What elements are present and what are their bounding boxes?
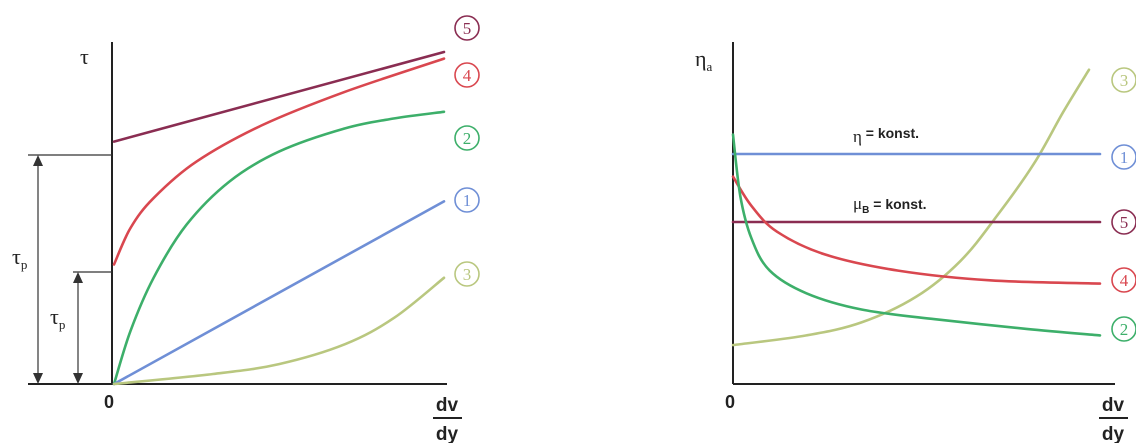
yield-stress-label-upper: τp xyxy=(12,244,27,272)
right-series-marker-label-3: 3 xyxy=(1120,71,1129,90)
left-series-line-4 xyxy=(112,57,446,266)
right-series-marker-4: 4 xyxy=(1111,267,1136,293)
left-series-line-5 xyxy=(112,50,446,143)
left-series-marker-3: 3 xyxy=(454,261,480,287)
left-series-marker-label-4: 4 xyxy=(463,66,472,85)
left-series-markers: 5 4 2 1 3 xyxy=(454,15,480,287)
right-series-marker-5: 5 xyxy=(1111,209,1136,235)
right-series-line-2 xyxy=(731,133,1102,337)
right-x-axis-label-denominator: dy xyxy=(1102,424,1125,443)
left-series-marker-4: 4 xyxy=(454,62,480,88)
right-series-marker-label-1: 1 xyxy=(1120,148,1129,167)
left-series-marker-label-5: 5 xyxy=(463,19,472,38)
left-series-marker-label-3: 3 xyxy=(463,265,472,284)
right-series-group xyxy=(731,68,1102,347)
left-series-marker-label-1: 1 xyxy=(463,191,472,210)
right-series-line-3 xyxy=(731,68,1091,347)
right-series-marker-3: 3 xyxy=(1111,67,1136,93)
left-x-axis-label-denominator: dy xyxy=(436,424,459,443)
left-series-marker-label-2: 2 xyxy=(463,129,472,148)
left-series-marker-5: 5 xyxy=(454,15,480,41)
right-series-marker-label-2: 2 xyxy=(1120,320,1129,339)
left-series-group xyxy=(112,50,446,386)
right-series-marker-1: 1 xyxy=(1111,144,1136,170)
left-series-line-2 xyxy=(112,110,446,386)
right-series-marker-label-5: 5 xyxy=(1120,213,1129,232)
right-series-markers: 3 1 5 4 2 xyxy=(1111,67,1136,342)
left-y-axis-label: τ xyxy=(80,44,89,69)
annotation-eta-konst: η = konst. xyxy=(853,125,919,146)
left-x-zero-label: 0 xyxy=(104,392,114,412)
right-series-marker-2: 2 xyxy=(1111,316,1136,342)
yield-stress-label-lower: τp xyxy=(50,304,65,332)
left-series-marker-1: 1 xyxy=(454,187,480,213)
annotation-mu-b-konst: μB = konst. xyxy=(853,194,927,216)
right-x-axis-label-numerator: dv xyxy=(1102,395,1125,416)
left-series-line-3 xyxy=(112,276,446,386)
right-series-marker-label-4: 4 xyxy=(1120,271,1129,290)
left-x-axis-label-numerator: dv xyxy=(436,395,459,416)
left-series-line-1 xyxy=(112,200,446,386)
right-x-zero-label: 0 xyxy=(725,392,735,412)
chart-right: ηa 0 dv dy η = konst. μB = konst. 3 1 5 4 2 xyxy=(695,42,1136,443)
left-series-marker-2: 2 xyxy=(454,125,480,151)
right-series-line-4 xyxy=(731,175,1102,285)
chart-left: τ 0 dv dy τp τp 5 4 2 1 3 xyxy=(12,15,480,443)
right-y-axis-label: ηa xyxy=(695,46,713,74)
